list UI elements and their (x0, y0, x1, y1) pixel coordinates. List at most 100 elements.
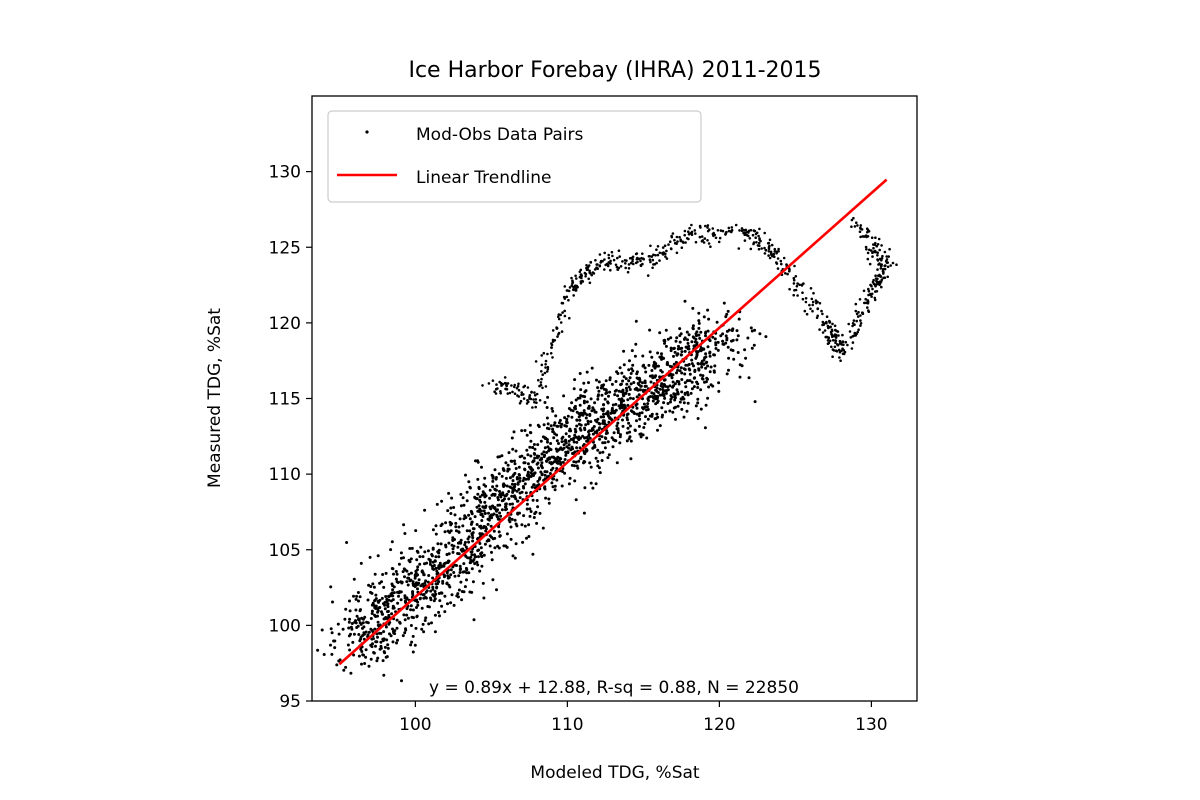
data-point (619, 383, 622, 386)
data-point (349, 609, 352, 612)
data-point (703, 315, 706, 318)
data-point (450, 529, 453, 532)
data-point (611, 255, 614, 258)
y-tick-label: 130 (269, 163, 301, 183)
data-point (414, 577, 417, 580)
regression-annotation: y = 0.89x + 12.88, R-sq = 0.88, N = 2285… (429, 678, 799, 698)
data-point (586, 268, 589, 271)
data-point (648, 255, 651, 258)
data-point (632, 381, 635, 384)
data-point (540, 440, 543, 443)
data-point (483, 501, 486, 504)
data-point (590, 466, 593, 469)
data-point (554, 459, 557, 462)
data-point (860, 224, 863, 227)
data-point (630, 372, 633, 375)
data-point (638, 433, 641, 436)
data-point (630, 382, 633, 385)
data-point (543, 352, 546, 355)
data-point (456, 546, 459, 549)
data-point (400, 598, 403, 601)
data-point (483, 554, 486, 557)
data-point (541, 364, 544, 367)
data-point (688, 233, 691, 236)
data-point (361, 653, 364, 656)
data-point (568, 290, 571, 293)
data-point (672, 232, 675, 235)
data-point (601, 459, 604, 462)
data-point (495, 485, 498, 488)
data-point (435, 587, 438, 590)
data-point (384, 607, 387, 610)
data-point (507, 464, 510, 467)
data-point (473, 553, 476, 556)
data-point (732, 358, 735, 361)
data-point (697, 417, 700, 420)
data-point (437, 611, 440, 614)
data-point (575, 419, 578, 422)
data-point (825, 322, 828, 325)
data-point (446, 509, 449, 512)
data-point (414, 644, 417, 647)
data-point (874, 285, 877, 288)
data-point (499, 392, 502, 395)
data-point (686, 331, 689, 334)
data-point (406, 577, 409, 580)
data-point (784, 272, 787, 275)
data-point (694, 229, 697, 232)
data-point (589, 261, 592, 264)
data-point (575, 498, 578, 501)
data-point (556, 450, 559, 453)
data-point (700, 408, 703, 411)
data-point (667, 402, 670, 405)
data-point (574, 428, 577, 431)
data-point (715, 237, 718, 240)
data-point (655, 248, 658, 251)
data-point (663, 379, 666, 382)
data-point (866, 306, 869, 309)
data-point (625, 389, 628, 392)
data-point (690, 233, 693, 236)
data-point (880, 244, 883, 247)
data-point (880, 263, 883, 266)
data-point (617, 268, 620, 271)
data-point (512, 487, 515, 490)
data-point (601, 441, 604, 444)
data-point (880, 259, 883, 262)
data-point (613, 259, 616, 262)
data-point (504, 376, 507, 379)
data-point (854, 334, 857, 337)
data-point (585, 417, 588, 420)
data-point (827, 325, 830, 328)
data-point (853, 323, 856, 326)
data-point (403, 567, 406, 570)
data-point (441, 523, 444, 526)
data-point (567, 415, 570, 418)
data-point (687, 342, 690, 345)
data-point (651, 267, 654, 270)
data-point (627, 271, 630, 274)
data-point (649, 415, 652, 418)
data-point (837, 330, 840, 333)
y-tick-label: 110 (269, 465, 301, 485)
data-point (541, 387, 544, 390)
data-point (564, 315, 567, 318)
data-point (578, 412, 581, 415)
data-point (708, 242, 711, 245)
data-point (415, 572, 418, 575)
data-point (537, 455, 540, 458)
data-point (878, 238, 881, 241)
data-point (737, 334, 740, 337)
data-point (552, 436, 555, 439)
data-point (769, 239, 772, 242)
data-point (608, 453, 611, 456)
data-point (672, 355, 675, 358)
data-point (652, 400, 655, 403)
data-point (870, 295, 873, 298)
data-point (697, 350, 700, 353)
data-point (646, 402, 649, 405)
data-point (615, 380, 618, 383)
data-point (475, 497, 478, 500)
data-point (449, 512, 452, 515)
data-point (691, 387, 694, 390)
